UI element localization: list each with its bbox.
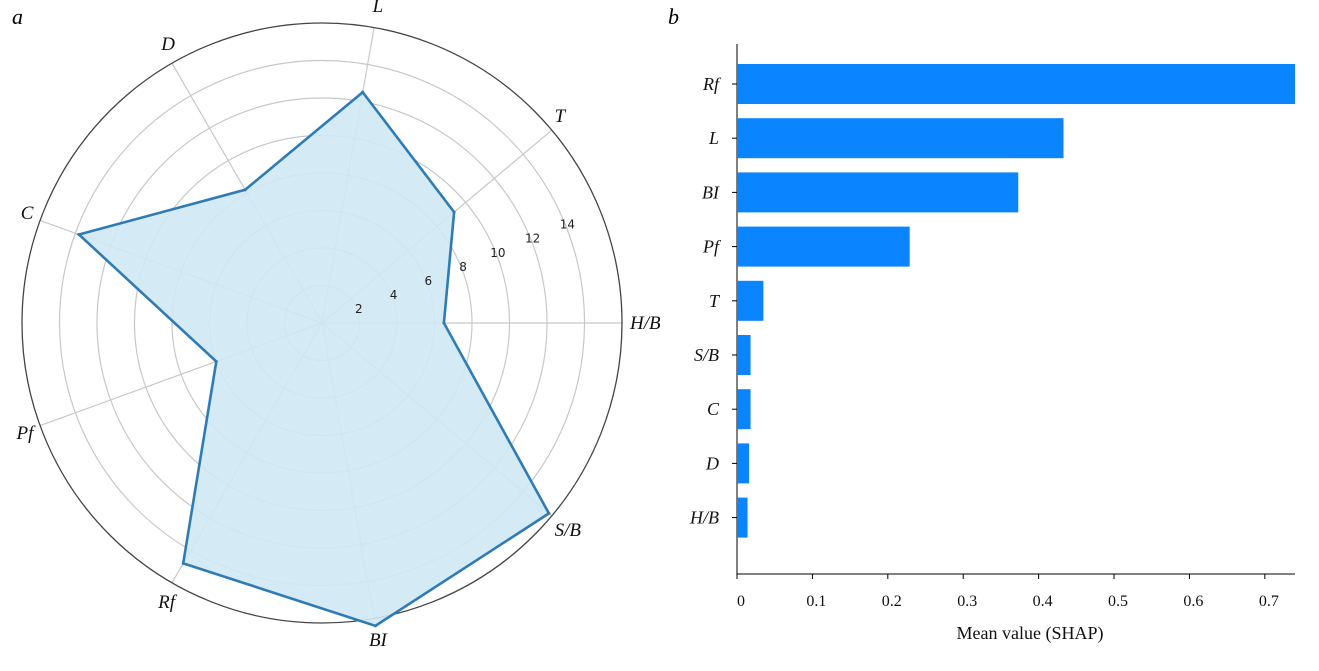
radar-category-label-t: T: [555, 106, 567, 127]
radar-point-t: [453, 211, 456, 214]
radar-category-label-l: L: [372, 0, 384, 17]
radar-point-d: [244, 188, 247, 191]
y-tick-label-s-b: S/B: [694, 345, 719, 365]
bar-c: [737, 389, 751, 429]
y-tick-label-d: D: [705, 453, 719, 473]
x-tick-label: 0.1: [806, 593, 826, 610]
bar-d: [737, 443, 749, 483]
y-tick-label-pf: Pf: [702, 237, 722, 257]
radar-series-polygon: [79, 92, 549, 626]
y-tick-label-h-b: H/B: [689, 508, 719, 528]
radar-tick-label: 12: [525, 232, 540, 246]
radar-category-label-pf: Pf: [16, 423, 37, 444]
radar-point-rf: [182, 562, 185, 565]
x-tick-label: 0.3: [957, 593, 977, 610]
radar-point-pf: [215, 360, 218, 363]
radar-point-l: [361, 91, 364, 94]
y-tick-label-t: T: [709, 291, 721, 311]
radar-category-label-h-b: H/B: [629, 313, 660, 334]
y-tick-label-bi: BI: [702, 182, 720, 202]
x-tick-label: 0.6: [1183, 593, 1203, 610]
radar-category-label-c: C: [21, 203, 34, 224]
radar-tick-label: 4: [390, 288, 398, 302]
x-tick-label: 0.4: [1033, 593, 1053, 610]
radar-point-s-b: [547, 512, 550, 515]
bar-pf: [737, 227, 910, 267]
y-tick-label-c: C: [707, 399, 720, 419]
x-tick-label: 0.7: [1259, 593, 1279, 610]
x-axis-title: Mean value (SHAP): [957, 623, 1104, 644]
bar-h-b: [737, 498, 748, 538]
radar-tick-label: 6: [424, 274, 432, 288]
radar-tick-label: 2: [355, 302, 363, 316]
y-tick-label-l: L: [708, 128, 719, 148]
bar-rf: [737, 64, 1295, 104]
y-tick-label-rf: Rf: [702, 74, 722, 94]
radar-category-label-rf: Rf: [157, 592, 178, 613]
radar-tick-label: 8: [459, 260, 467, 274]
radar-chart: 2 4 6 8 10 12 14 H/B T L D C Pf Rf BI S/B: [0, 0, 660, 671]
radar-point-bi: [374, 624, 377, 627]
bar-s-b: [737, 335, 751, 375]
bar-l: [737, 118, 1064, 158]
bar-bi: [737, 172, 1018, 212]
bar-t: [737, 281, 763, 321]
bar-chart: Rf L BI Pf T S/B C D H/B 0 0.1 0.2 0.3 0.4 0.5 0.6 0.7 Me…: [660, 0, 1319, 671]
x-tick-label: 0.2: [882, 593, 902, 610]
radar-tick-label: 14: [560, 218, 575, 232]
radar-point-h-b: [442, 322, 445, 325]
radar-tick-label: 10: [490, 246, 505, 260]
radar-category-label-d: D: [160, 34, 175, 55]
radar-category-label-s-b: S/B: [555, 520, 582, 541]
x-tick-label: 0: [737, 593, 745, 610]
x-tick-label: 0.5: [1108, 593, 1128, 610]
radar-point-c: [77, 233, 80, 236]
radar-category-label-bi: BI: [369, 630, 389, 651]
